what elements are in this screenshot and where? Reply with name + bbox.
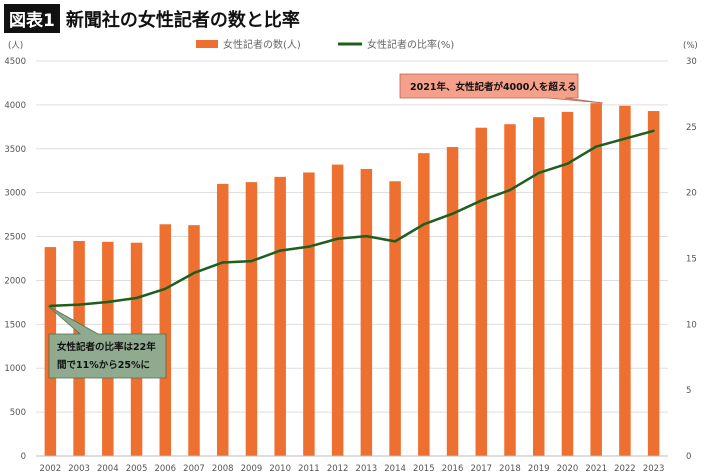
y-left-tick-label: 4000 — [4, 101, 26, 111]
bar-2011 — [303, 172, 315, 456]
ratio-point-2014 — [393, 240, 397, 243]
ratio-point-2012 — [336, 237, 339, 240]
ratio-point-2007 — [192, 271, 196, 275]
y-left-tick-label: 4500 — [4, 57, 26, 67]
x-tick-label: 2014 — [384, 464, 406, 474]
bar-2019 — [532, 117, 545, 456]
bar-2008 — [216, 183, 229, 456]
bar-2015 — [418, 153, 430, 456]
annotation-ratio: 女性記者の比率は22年 間で11%から25%に — [47, 305, 167, 379]
y-right-unit: (%) — [683, 41, 698, 51]
y-right-tick-label: 20 — [686, 189, 697, 199]
y-left-tick-label: 3500 — [4, 145, 26, 155]
ratio-point-2023 — [652, 129, 655, 132]
legend-label-line: 女性記者の比率(%) — [367, 38, 454, 51]
legend-label-bar: 女性記者の数(人) — [223, 38, 301, 51]
x-tick-label: 2009 — [241, 464, 263, 474]
bar-2016 — [446, 147, 459, 456]
y-left-tick-label: 1500 — [4, 320, 26, 330]
ratio-point-2021 — [594, 145, 598, 148]
ratio-point-2015 — [422, 223, 426, 226]
y-left-tick-label: 500 — [10, 408, 26, 418]
ratio-point-2006 — [164, 287, 167, 290]
x-tick-label: 2002 — [40, 464, 62, 474]
y-left-tick-label: 1000 — [4, 364, 26, 374]
ratio-point-2005 — [135, 296, 138, 300]
ratio-point-2004 — [106, 300, 110, 304]
x-tick-label: 2012 — [327, 464, 349, 474]
ratio-line — [50, 129, 654, 308]
bar-2014 — [389, 181, 401, 456]
x-tick-label: 2007 — [183, 464, 205, 474]
x-tick-label: 2019 — [528, 464, 550, 474]
ratio-point-2016 — [451, 212, 454, 215]
ratio-point-2008 — [221, 261, 224, 264]
bar-2013 — [360, 168, 373, 456]
y-left-tick-label: 0 — [21, 452, 26, 462]
x-tick-label: 2010 — [269, 464, 291, 474]
y-right-tick-label: 0 — [686, 452, 691, 462]
ratio-point-2011 — [307, 245, 311, 248]
x-tick-label: 2017 — [470, 464, 492, 474]
x-tick-label: 2020 — [557, 464, 579, 474]
svg-text:女性記者の比率は22年: 女性記者の比率は22年 — [57, 341, 156, 353]
svg-text:2021年、女性記者が4000人を超える: 2021年、女性記者が4000人を超える — [410, 81, 577, 93]
y-left-tick-label: 2500 — [4, 233, 26, 243]
x-tick-label: 2006 — [154, 464, 176, 474]
ratio-point-2017 — [480, 199, 483, 202]
y-left-tick-label: 2000 — [4, 276, 26, 286]
y-right-tick-label: 25 — [686, 123, 697, 133]
y-right-tick-label: 5 — [686, 386, 691, 396]
ratio-point-2020 — [566, 162, 569, 165]
x-tick-label: 2011 — [298, 464, 320, 474]
x-tick-label: 2013 — [356, 464, 378, 474]
bar-2020 — [561, 111, 574, 457]
legend-swatch-bar — [196, 40, 218, 48]
y-right-tick-label: 30 — [686, 57, 697, 67]
legend: 女性記者の数(人) 女性記者の比率(%) — [196, 38, 454, 51]
x-tick-label: 2008 — [212, 464, 234, 474]
chart-title: 新聞社の女性記者の数と比率 — [65, 9, 300, 31]
ratio-point-2009 — [250, 259, 253, 263]
bar-2022 — [619, 105, 631, 457]
x-tick-label: 2003 — [68, 464, 90, 474]
x-tick-label: 2015 — [413, 464, 435, 474]
ratio-point-2010 — [278, 249, 282, 252]
x-tick-label: 2018 — [499, 464, 521, 474]
bar-2018 — [504, 124, 516, 456]
bar-2009 — [245, 182, 258, 456]
x-tick-label: 2023 — [643, 464, 665, 474]
bar-2021 — [590, 103, 602, 456]
ratio-point-2022 — [623, 137, 627, 140]
y-right-tick-label: 15 — [686, 255, 697, 265]
x-tick-label: 2021 — [585, 464, 607, 474]
ratio-point-2018 — [508, 188, 512, 192]
x-tick-label: 2005 — [126, 464, 148, 474]
x-tick-label: 2022 — [614, 464, 636, 474]
ratio-point-2003 — [77, 303, 81, 306]
x-tick-label: 2016 — [442, 464, 464, 474]
bar-2023 — [647, 111, 660, 457]
x-tick-label: 2004 — [97, 464, 119, 474]
bar-2012 — [331, 164, 344, 457]
ratio-point-2019 — [537, 171, 540, 175]
bar-2007 — [188, 225, 200, 456]
annotation-2021: 2021年、女性記者が4000人を超える — [399, 73, 604, 104]
y-left-tick-label: 3000 — [4, 189, 26, 199]
bar-2010 — [274, 176, 286, 456]
chart-header: 図表1 新聞社の女性記者の数と比率 — [4, 4, 300, 33]
y-right-tick-label: 10 — [686, 320, 697, 330]
svg-text:間で11%から25%に: 間で11%から25%に — [57, 359, 150, 371]
y-left-unit: (人) — [8, 41, 23, 51]
ratio-point-2013 — [365, 234, 368, 238]
bar-2017 — [475, 127, 488, 456]
figure-badge: 図表1 — [4, 4, 60, 33]
ratio-point-2002 — [49, 304, 52, 308]
